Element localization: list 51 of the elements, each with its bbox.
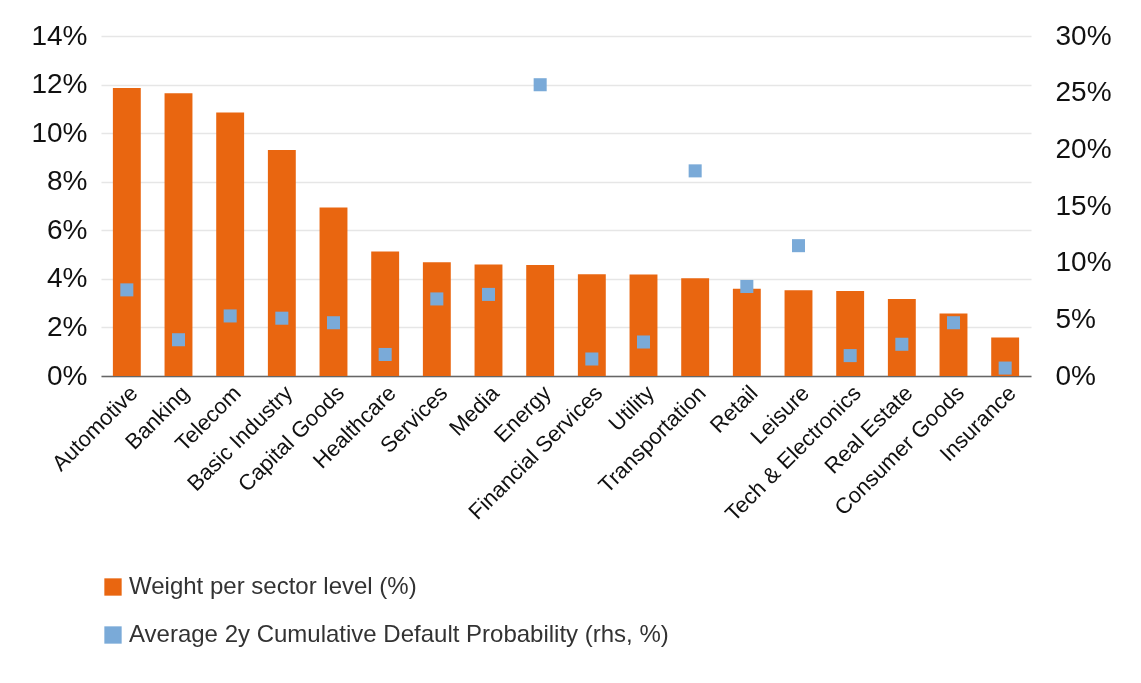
point [120,283,134,297]
y-tick-label: 2% [47,310,88,342]
point [740,279,754,293]
point [481,287,496,301]
y-tick-label: 0% [47,359,88,391]
y-tick-label: 10% [31,116,88,148]
bar [422,262,451,376]
point [326,316,341,330]
point [430,292,444,306]
point [688,164,702,178]
y2-tick-label: 10% [1055,246,1112,278]
bar [112,87,141,376]
point [946,316,961,330]
bar [371,251,400,376]
bar [784,290,813,376]
y2-tick-label: 5% [1055,302,1096,334]
bar [474,264,503,376]
bar [164,93,193,376]
y2-tick-label: 0% [1055,359,1096,391]
point [223,309,237,323]
point [171,333,186,347]
y-tick-label: 14% [31,19,88,51]
legend-label: Average 2y Cumulative Default Probability (rhs, %) [129,620,669,647]
bar [319,207,348,376]
point [998,361,1012,375]
bar [577,274,606,376]
y-tick-label: 12% [31,68,88,100]
y2-tick-label: 30% [1055,19,1112,51]
bar [836,291,865,376]
bar [732,288,761,376]
point [533,78,547,92]
bar [887,299,916,376]
point [791,239,806,253]
legend-label: Weight per sector level (%) [129,572,417,599]
point [378,347,392,361]
y-tick-label: 6% [47,213,88,245]
y2-tick-label: 20% [1055,132,1112,164]
bar [681,278,710,376]
point [895,337,909,351]
point [843,349,857,363]
y-tick-label: 4% [47,262,88,294]
y-tick-label: 8% [47,165,88,197]
point [585,352,599,366]
point [275,311,289,325]
y2-tick-label: 25% [1055,76,1112,108]
bar [267,149,296,376]
y2-tick-label: 15% [1055,189,1112,221]
bar [526,265,555,376]
point [636,335,651,349]
bar [629,274,658,376]
bar [216,112,245,376]
